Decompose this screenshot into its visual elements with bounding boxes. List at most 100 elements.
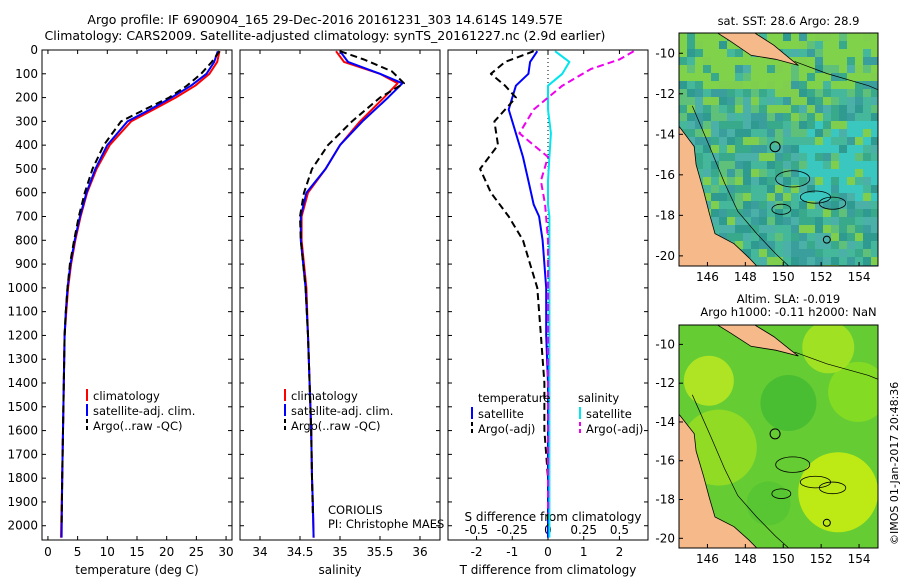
- sst-cell: [743, 225, 751, 233]
- sst-cell: [743, 185, 751, 193]
- sst-cell: [791, 129, 799, 137]
- sst-cell: [847, 257, 855, 265]
- sst-cell: [855, 41, 863, 49]
- sst-cell: [695, 57, 703, 65]
- sst-cell: [679, 57, 687, 65]
- sst-cell: [847, 185, 855, 193]
- sst-cell: [751, 185, 759, 193]
- sst-cell: [871, 33, 878, 41]
- x2-tick-label: 0.25: [570, 523, 597, 537]
- sst-cell: [831, 217, 839, 225]
- sst-cell: [679, 41, 687, 49]
- sst-cell: [831, 145, 839, 153]
- sst-cell: [711, 73, 719, 81]
- sst-cell: [759, 193, 767, 201]
- sst-cell: [807, 89, 815, 97]
- sst-cell: [759, 81, 767, 89]
- sst-cell: [863, 201, 871, 209]
- sst-cell: [815, 145, 823, 153]
- sst-cell: [807, 233, 815, 241]
- sst-cell: [743, 113, 751, 121]
- sst-cell: [687, 57, 695, 65]
- y-tick-label: 1900: [7, 495, 38, 509]
- sst-cell: [775, 105, 783, 113]
- sst-cell: [719, 113, 727, 121]
- sst-cell: [831, 81, 839, 89]
- sst-cell: [735, 57, 743, 65]
- sst-cell: [863, 73, 871, 81]
- map-title-line: Altim. SLA: -0.019: [737, 292, 841, 306]
- sst-cell: [823, 185, 831, 193]
- sst-cell: [695, 161, 703, 169]
- sst-cell: [751, 169, 759, 177]
- sst-cell: [871, 105, 878, 113]
- sst-cell: [735, 241, 743, 249]
- sst-cell: [871, 185, 878, 193]
- sst-cell: [807, 73, 815, 81]
- sst-cell: [775, 169, 783, 177]
- sst-cell: [823, 225, 831, 233]
- sst-cell: [823, 113, 831, 121]
- sst-cell: [783, 153, 791, 161]
- y-tick-label: 1400: [7, 376, 38, 390]
- sst-cell: [823, 169, 831, 177]
- sst-cell: [703, 113, 711, 121]
- sst-cell: [719, 225, 727, 233]
- sst-cell: [799, 113, 807, 121]
- sst-cell: [847, 57, 855, 65]
- sst-cell: [711, 185, 719, 193]
- sst-cell: [687, 33, 695, 41]
- sst-cell: [799, 177, 807, 185]
- sst-cell: [847, 105, 855, 113]
- sst-cell: [831, 73, 839, 81]
- y-tick-label: 2000: [7, 519, 38, 533]
- sst-cell: [751, 209, 759, 217]
- sst-cell: [727, 233, 735, 241]
- sst-cell: [863, 209, 871, 217]
- sst-cell: [719, 105, 727, 113]
- sst-cell: [871, 153, 878, 161]
- sst-cell: [775, 97, 783, 105]
- sst-cell: [831, 65, 839, 73]
- sst-cell: [767, 121, 775, 129]
- sst-cell: [807, 161, 815, 169]
- x2-axis-label: S difference from climatology: [465, 510, 642, 524]
- sst-cell: [751, 65, 759, 73]
- sst-cell: [719, 145, 727, 153]
- sst-cell: [783, 185, 791, 193]
- sst-cell: [847, 113, 855, 121]
- sst-cell: [759, 217, 767, 225]
- sst-cell: [791, 241, 799, 249]
- sst-cell: [703, 33, 711, 41]
- sst-cell: [751, 129, 759, 137]
- sst-cell: [839, 153, 847, 161]
- sst-cell: [719, 65, 727, 73]
- sst-cell: [847, 193, 855, 201]
- sst-cell: [871, 89, 878, 97]
- sst-cell: [687, 129, 695, 137]
- sst-cell: [839, 249, 847, 257]
- sst-cell: [687, 73, 695, 81]
- sst-cell: [791, 97, 799, 105]
- sst-cell: [775, 233, 783, 241]
- sst-cell: [767, 137, 775, 145]
- x-tick-label: 35.5: [367, 545, 394, 559]
- sst-cell: [679, 121, 687, 129]
- x-tick-label: 20: [159, 545, 174, 559]
- sst-cell: [775, 209, 783, 217]
- sst-cell: [871, 225, 878, 233]
- sst-cell: [703, 97, 711, 105]
- sst-cell: [759, 145, 767, 153]
- sst-cell: [743, 65, 751, 73]
- sst-cell: [695, 145, 703, 153]
- sst-cell: [687, 41, 695, 49]
- sst-cell: [871, 73, 878, 81]
- map-x-tick-label: 154: [848, 552, 871, 566]
- sst-cell: [839, 41, 847, 49]
- sst-cell: [839, 49, 847, 57]
- sst-cell: [823, 201, 831, 209]
- sst-cell: [815, 129, 823, 137]
- sst-cell: [735, 153, 743, 161]
- sst-cell: [815, 241, 823, 249]
- sst-cell: [823, 129, 831, 137]
